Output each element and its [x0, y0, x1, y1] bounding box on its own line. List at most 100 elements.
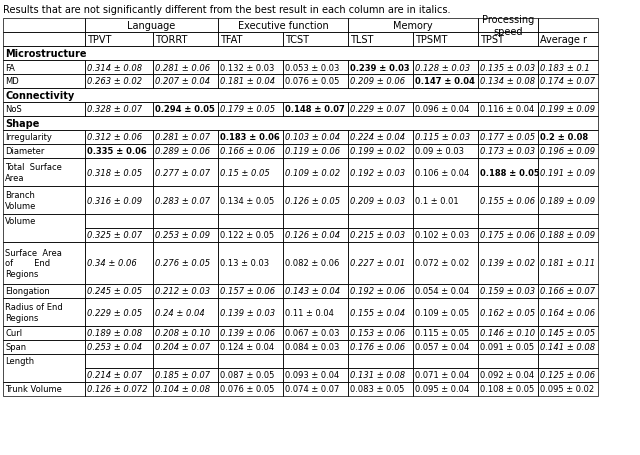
Bar [478, 75, 538, 89]
Bar [85, 75, 153, 89]
Text: 0.189 ± 0.08: 0.189 ± 0.08 [87, 329, 142, 338]
Bar [413, 61, 478, 75]
Bar [478, 340, 538, 354]
Bar [538, 382, 598, 396]
Text: 0.139 ± 0.02: 0.139 ± 0.02 [480, 259, 535, 268]
Text: 0.143 ± 0.04: 0.143 ± 0.04 [285, 287, 340, 296]
Text: 0.191 ± 0.09: 0.191 ± 0.09 [540, 168, 595, 177]
Bar [3, 61, 85, 75]
Text: 0.289 ± 0.06: 0.289 ± 0.06 [155, 147, 210, 156]
Text: 0.276 ± 0.05: 0.276 ± 0.05 [155, 259, 210, 268]
Bar [283, 382, 348, 396]
Bar [478, 298, 538, 326]
Text: Connectivity: Connectivity [5, 91, 74, 101]
Text: 0.139 ± 0.03: 0.139 ± 0.03 [220, 308, 275, 317]
Text: 0.34 ± 0.06: 0.34 ± 0.06 [87, 259, 137, 268]
Text: 0.189 ± 0.09: 0.189 ± 0.09 [540, 196, 595, 205]
Text: 0.253 ± 0.04: 0.253 ± 0.04 [87, 343, 142, 352]
Bar [85, 284, 153, 298]
Bar [478, 159, 538, 187]
Bar [85, 382, 153, 396]
Bar [283, 103, 348, 117]
Text: 0.076 ± 0.05: 0.076 ± 0.05 [220, 384, 275, 394]
Text: 0.159 ± 0.03: 0.159 ± 0.03 [480, 287, 535, 296]
Text: 0.057 ± 0.04: 0.057 ± 0.04 [415, 343, 469, 352]
Text: 0.134 ± 0.05: 0.134 ± 0.05 [220, 196, 275, 205]
Bar [218, 382, 283, 396]
Bar [3, 131, 85, 145]
Bar [348, 19, 478, 33]
Bar [218, 368, 283, 382]
Text: 0.135 ± 0.03: 0.135 ± 0.03 [480, 63, 535, 72]
Text: 0.095 ± 0.02: 0.095 ± 0.02 [540, 384, 594, 394]
Bar [283, 145, 348, 159]
Bar [153, 159, 218, 187]
Text: 0.245 ± 0.05: 0.245 ± 0.05 [87, 287, 142, 296]
Bar [348, 103, 413, 117]
Text: 0.155 ± 0.06: 0.155 ± 0.06 [480, 196, 535, 205]
Text: Microstructure: Microstructure [5, 49, 86, 59]
Text: 0.104 ± 0.08: 0.104 ± 0.08 [155, 384, 210, 394]
Bar [538, 103, 598, 117]
Bar [153, 103, 218, 117]
Text: 0.072 ± 0.02: 0.072 ± 0.02 [415, 259, 469, 268]
Bar [413, 243, 478, 284]
Bar [218, 187, 283, 214]
Bar [153, 61, 218, 75]
Bar [218, 354, 283, 368]
Bar [3, 243, 85, 284]
Text: 0.126 ± 0.04: 0.126 ± 0.04 [285, 231, 340, 240]
Bar [85, 33, 153, 47]
Text: 0.173 ± 0.03: 0.173 ± 0.03 [480, 147, 535, 156]
Text: 0.092 ± 0.04: 0.092 ± 0.04 [480, 371, 534, 379]
Bar [218, 75, 283, 89]
Text: Diameter: Diameter [5, 147, 44, 156]
Bar [283, 243, 348, 284]
Bar [85, 214, 153, 228]
Bar [85, 228, 153, 243]
Text: TPVT: TPVT [87, 35, 111, 45]
Bar [85, 19, 218, 33]
Bar [3, 382, 85, 396]
Text: 0.229 ± 0.05: 0.229 ± 0.05 [87, 308, 142, 317]
Text: 0.328 ± 0.07: 0.328 ± 0.07 [87, 105, 142, 114]
Bar [218, 243, 283, 284]
Bar [348, 187, 413, 214]
Text: 0.091 ± 0.05: 0.091 ± 0.05 [480, 343, 534, 352]
Text: Processing
speed: Processing speed [482, 15, 534, 37]
Text: 0.124 ± 0.04: 0.124 ± 0.04 [220, 343, 274, 352]
Text: Length: Length [5, 357, 34, 366]
Bar [478, 368, 538, 382]
Text: 0.148 ± 0.07: 0.148 ± 0.07 [285, 105, 345, 114]
Text: 0.192 ± 0.06: 0.192 ± 0.06 [350, 287, 405, 296]
Bar [153, 131, 218, 145]
Text: 0.283 ± 0.07: 0.283 ± 0.07 [155, 196, 210, 205]
Bar [538, 284, 598, 298]
Text: 0.15 ± 0.05: 0.15 ± 0.05 [220, 168, 269, 177]
Text: 0.312 ± 0.06: 0.312 ± 0.06 [87, 133, 142, 142]
Bar [283, 326, 348, 340]
Bar [85, 159, 153, 187]
Bar [478, 145, 538, 159]
Bar [538, 228, 598, 243]
Bar [348, 145, 413, 159]
Text: 0.183 ± 0.1: 0.183 ± 0.1 [540, 63, 589, 72]
Text: 0.215 ± 0.03: 0.215 ± 0.03 [350, 231, 405, 240]
Bar [85, 243, 153, 284]
Text: 0.103 ± 0.04: 0.103 ± 0.04 [285, 133, 340, 142]
Bar [85, 103, 153, 117]
Text: Surface  Area
of        End
Regions: Surface Area of End Regions [5, 248, 62, 278]
Bar [153, 340, 218, 354]
Bar [153, 187, 218, 214]
Text: 0.074 ± 0.07: 0.074 ± 0.07 [285, 384, 339, 394]
Bar [413, 187, 478, 214]
Bar [413, 284, 478, 298]
Text: 0.126 ± 0.072: 0.126 ± 0.072 [87, 384, 147, 394]
Text: 0.155 ± 0.04: 0.155 ± 0.04 [350, 308, 405, 317]
Bar [478, 284, 538, 298]
Bar [478, 228, 538, 243]
Text: 0.083 ± 0.05: 0.083 ± 0.05 [350, 384, 404, 394]
Bar [413, 214, 478, 228]
Text: Span: Span [5, 343, 26, 352]
Bar [413, 368, 478, 382]
